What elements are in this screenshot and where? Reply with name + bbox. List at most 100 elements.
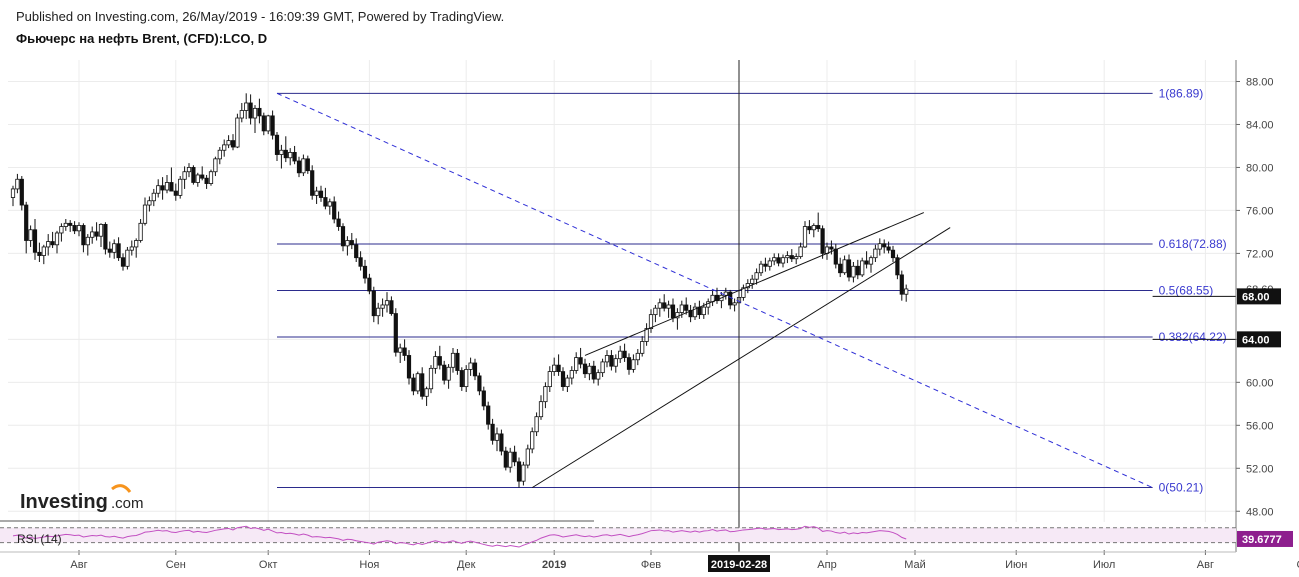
candle-body (336, 218, 341, 227)
candle-body (776, 257, 781, 264)
x-tick-label: Окт (259, 559, 278, 571)
candle-body (481, 390, 486, 407)
candle-body (772, 257, 777, 262)
candle-body (428, 367, 434, 390)
candle-body (222, 144, 227, 151)
candle-body (68, 222, 73, 226)
candle-body (323, 197, 328, 207)
candle-body (24, 204, 29, 241)
published-caption: Published on Investing.com, 26/May/2019 … (16, 9, 505, 24)
candle-body (578, 357, 583, 365)
candle-body (829, 246, 834, 250)
candle-body (204, 177, 209, 184)
candle-body (270, 115, 275, 136)
candle-body (552, 364, 557, 372)
candle-body (32, 229, 38, 253)
candle-body (244, 102, 249, 111)
candle-body (398, 347, 403, 353)
candle-body (98, 223, 104, 237)
crosshair-date-label: 2019-02-28 (711, 559, 767, 571)
candle-body (160, 185, 165, 191)
candle-body (565, 377, 570, 388)
candle-body (362, 265, 368, 279)
fib-level-label: 0.5(68.55) (1159, 283, 1214, 297)
rsi-value-label: 39.6777 (1242, 534, 1282, 546)
candle-body (864, 260, 869, 265)
candle-body (521, 464, 526, 482)
candle-body (164, 182, 170, 191)
trend-line-channel-upper (584, 212, 924, 356)
candle-body (666, 304, 671, 309)
candle-body (600, 361, 605, 374)
x-tick-label: 2019 (542, 559, 566, 571)
candle-body (732, 302, 737, 306)
candle-body (890, 249, 896, 259)
candle-body (860, 260, 865, 276)
candle-body (684, 304, 689, 311)
candle-body (802, 226, 808, 248)
fib-level-label: 1(86.89) (1159, 86, 1204, 100)
candle-body (618, 350, 623, 360)
candle-body (72, 225, 77, 232)
y-tick-label: 76.00 (1246, 205, 1274, 217)
candle-body (63, 222, 68, 227)
candle-body (486, 405, 491, 425)
candle-body (406, 355, 412, 379)
candle-body (191, 167, 196, 183)
price-tag-label: 64.00 (1242, 334, 1270, 346)
candle-body (19, 178, 24, 206)
candle-body (763, 263, 768, 267)
x-tick-label: Июл (1093, 559, 1115, 571)
logo-brand: Investing (20, 491, 108, 513)
candle-body (10, 188, 16, 198)
price-tag (1237, 288, 1281, 305)
x-tick-label: Май (904, 559, 926, 571)
candle-body (349, 240, 354, 246)
candle-body (217, 149, 222, 160)
candle-body (758, 263, 764, 274)
candle-body (631, 359, 636, 370)
crosshair-date-tag (708, 555, 770, 572)
y-tick-label: 72.00 (1246, 248, 1274, 260)
candle-body (450, 352, 456, 368)
candle-body (226, 140, 231, 146)
x-tick-label: Ноя (359, 559, 379, 571)
candle-body (741, 287, 746, 298)
candle-body (842, 259, 847, 274)
logo-suffix: .com (111, 495, 144, 512)
candle-body (437, 356, 442, 366)
candle-body (512, 451, 517, 463)
candle-body (283, 149, 288, 159)
candle-body (266, 115, 271, 132)
candle-body (591, 365, 596, 380)
trend-line-channel-lower (531, 227, 951, 489)
candle-body (657, 302, 662, 309)
candle-body (230, 140, 236, 148)
candle-body (354, 244, 359, 259)
candle-body (538, 401, 544, 418)
candle-body (305, 158, 310, 172)
candle-body (279, 149, 284, 155)
candle-body (433, 356, 438, 369)
candle-body (754, 272, 759, 280)
candle-body (609, 355, 614, 367)
candle-body (789, 255, 794, 260)
candle-body (125, 249, 130, 267)
candle-body (169, 182, 174, 192)
fibonacci-retracement: 1(86.89) 0.618(72.88) 0.5(68.55) 0.382(64.2… (277, 86, 1227, 495)
candle-body (895, 257, 900, 276)
candle-body (411, 377, 416, 392)
y-tick-label: 84.00 (1246, 119, 1274, 131)
candle-body (855, 265, 860, 276)
candle-body (261, 115, 266, 132)
candle-body (530, 431, 535, 450)
x-tick-label: Сен (166, 559, 186, 571)
candle-body (798, 246, 803, 258)
candle-body (670, 304, 676, 319)
candle-body (340, 226, 346, 247)
fib-level-label: 0.382(64.22) (1159, 330, 1227, 344)
candle-body (310, 170, 315, 196)
y-tick-label: 80.00 (1246, 162, 1274, 174)
candle-body (662, 302, 667, 309)
